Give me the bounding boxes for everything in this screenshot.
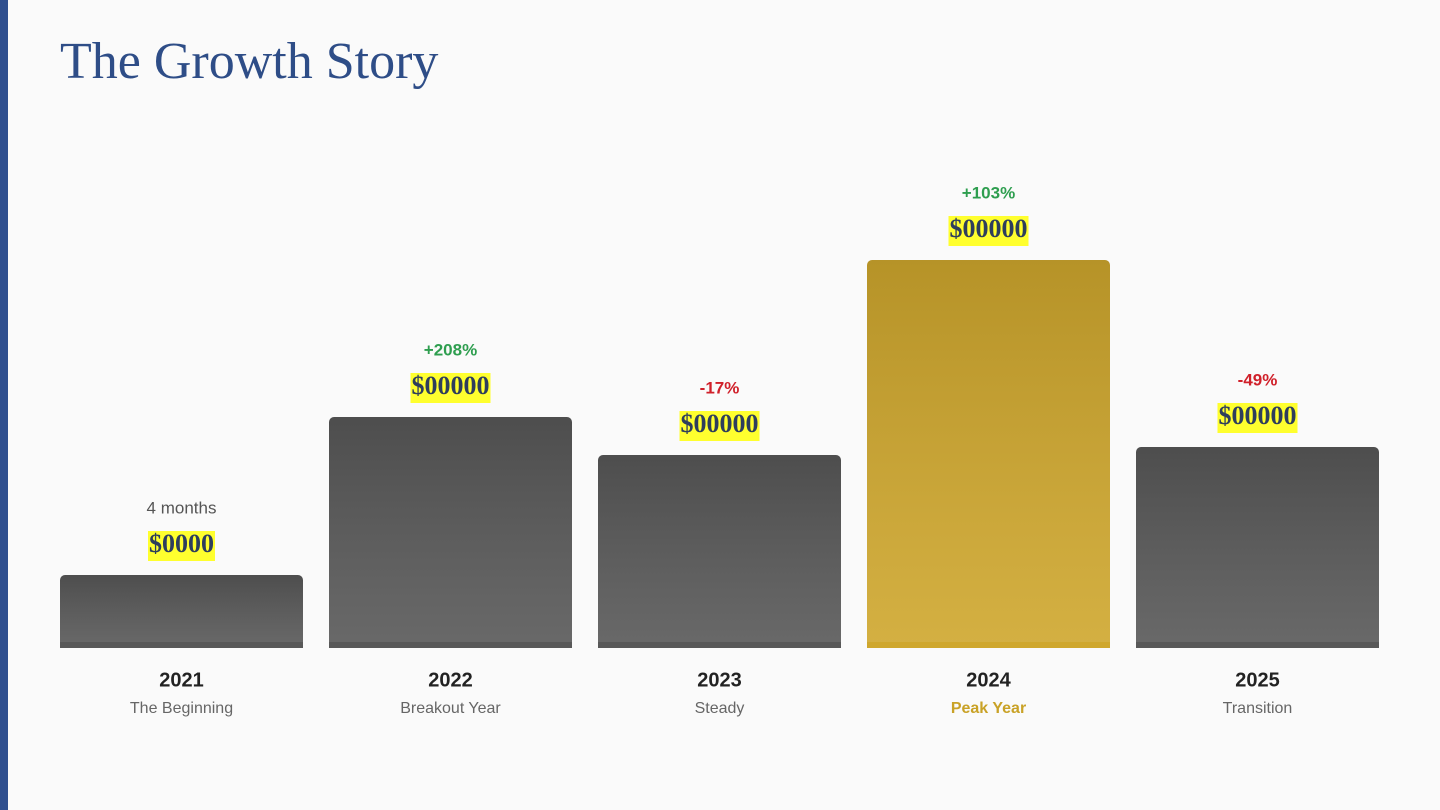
bar-shade [329,417,572,648]
year-subtitle: Steady [695,700,745,717]
year-subtitle: Peak Year [951,700,1026,717]
amount-label: $00000 [950,214,1028,243]
year-label: 2022 [428,669,473,691]
amount-highlight [148,531,215,561]
bar-shade [60,575,303,648]
bar-foot [60,642,303,648]
change-label: 4 months [147,498,217,517]
amount-highlight [410,373,491,403]
amount-label: $0000 [149,529,214,558]
amount-highlight [1217,403,1298,433]
bar-foot [1136,642,1379,648]
amount-label: $00000 [412,371,490,400]
amount-highlight [679,411,760,441]
change-label: +208% [424,340,477,359]
amount-label: $00000 [1219,401,1297,430]
accent-stripe [0,0,8,810]
bar-foot [867,642,1110,648]
bar-shade [867,260,1110,648]
year-label: 2023 [697,669,742,691]
year-subtitle: The Beginning [130,700,233,717]
year-label: 2024 [966,669,1011,691]
amount-highlight [948,216,1029,246]
year-label: 2025 [1235,669,1280,691]
year-subtitle: Transition [1223,700,1293,717]
chart-title: The Growth Story [60,33,438,90]
year-subtitle: Breakout Year [400,700,501,717]
amount-label: $00000 [681,409,759,438]
change-label: -17% [700,378,740,397]
change-label: -49% [1238,370,1278,389]
change-label: +103% [962,183,1015,202]
bar-shade [1136,447,1379,648]
bar-shade [598,455,841,648]
year-label: 2021 [159,669,204,691]
bar-foot [329,642,572,648]
bar-foot [598,642,841,648]
